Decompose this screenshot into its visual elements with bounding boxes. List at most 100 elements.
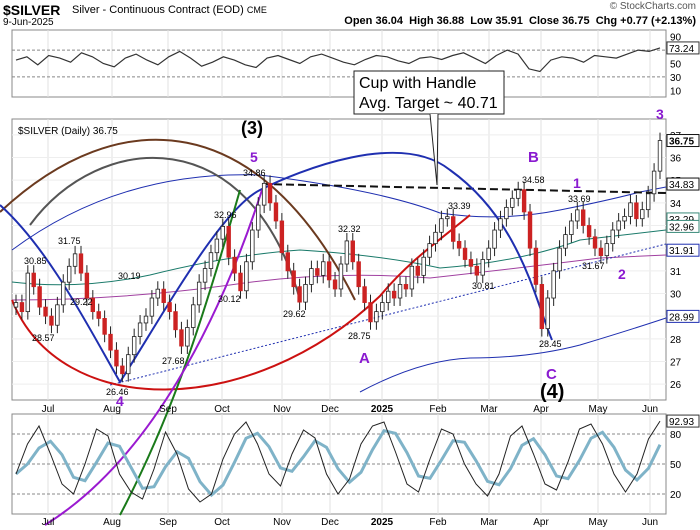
wave-label: 4 xyxy=(116,393,124,409)
wave-label: 3 xyxy=(656,106,664,122)
candle-body xyxy=(575,209,580,222)
wave-label: (4) xyxy=(540,381,564,403)
wave-label: 1 xyxy=(573,175,581,191)
y-tick-label: 34 xyxy=(670,199,682,210)
candle-body xyxy=(126,354,131,375)
cup-with-handle-callout: Cup with Handle Avg. Target ~ 40.71 xyxy=(353,70,505,186)
stoch-tick-label: 20 xyxy=(670,490,682,501)
wave-label: 2 xyxy=(618,266,626,282)
x-tick-label: Mar xyxy=(480,404,498,415)
candle-body xyxy=(202,268,208,283)
candle-body xyxy=(285,252,290,272)
candle-body xyxy=(344,240,350,265)
y-tick-label: 30 xyxy=(670,289,682,300)
moving-average-short xyxy=(11,229,667,286)
x-tick-label: Apr xyxy=(533,404,549,415)
x-tick-label: Feb xyxy=(429,517,447,528)
candle-body xyxy=(403,284,409,290)
wave-label: B xyxy=(528,149,539,166)
wave-label: C xyxy=(546,366,557,383)
candle-body xyxy=(563,234,568,249)
value-tag xyxy=(666,309,700,323)
candle-body xyxy=(232,256,237,274)
wave-label: (3) xyxy=(241,118,263,138)
candle-body xyxy=(474,265,480,276)
candle-body xyxy=(468,259,474,267)
low-value: 35.91 xyxy=(495,15,523,27)
candle-body xyxy=(421,256,426,276)
candle-body xyxy=(592,236,598,249)
candle-body xyxy=(108,333,113,351)
candle-body xyxy=(391,290,397,299)
stochastic-series xyxy=(15,420,662,503)
candle-body xyxy=(397,284,403,299)
candle-body xyxy=(214,238,220,254)
price-panel-label: $SILVER (Daily) 36.75 xyxy=(18,126,118,137)
x-tick-label: Jun xyxy=(642,517,658,528)
candle-body xyxy=(516,189,521,199)
axes: JulJulAugAugSepSepOctOctNovNovDecDec2025… xyxy=(42,33,700,528)
candle-body xyxy=(43,306,48,317)
price-annotation: 31.75 xyxy=(58,236,81,246)
candle-body xyxy=(433,231,438,245)
candle-body xyxy=(309,268,314,285)
close-value: 36.75 xyxy=(562,15,590,27)
x-tick-label: Aug xyxy=(103,404,121,415)
x-tick-label: Sep xyxy=(159,517,177,528)
candle-body xyxy=(580,209,586,226)
price-annotation: 32.32 xyxy=(338,224,361,234)
gray-arc xyxy=(29,157,301,301)
candle-body xyxy=(297,286,302,303)
candle-body xyxy=(238,272,243,292)
candle-body xyxy=(72,253,78,267)
value-tag-label: 34.83 xyxy=(669,180,694,191)
candle-body xyxy=(31,272,36,288)
x-tick-label: Feb xyxy=(429,404,447,415)
candle-body xyxy=(78,253,84,274)
candle-body xyxy=(521,189,527,213)
candle-body xyxy=(66,265,72,283)
callout-line2: Avg. Target ~ 40.71 xyxy=(359,95,498,112)
rsi-series xyxy=(15,47,661,73)
rsi-tick-label: 90 xyxy=(670,33,682,44)
value-tag-label: 28.99 xyxy=(669,312,694,323)
price-annotation: 30.81 xyxy=(472,281,495,291)
candle-body xyxy=(569,220,574,235)
grid-lines xyxy=(12,30,666,514)
candle-body xyxy=(640,209,645,220)
candle-body xyxy=(527,211,533,249)
candle-body xyxy=(84,272,90,299)
candle-body xyxy=(368,302,373,323)
candle-body xyxy=(226,226,231,258)
candle-body xyxy=(604,243,610,257)
high-value: 36.88 xyxy=(436,15,465,27)
x-tick-label: Aug xyxy=(103,517,121,528)
candle-body xyxy=(321,261,326,276)
candle-body xyxy=(326,261,332,281)
candle-body xyxy=(492,229,497,249)
candle-body xyxy=(332,279,338,290)
rsi-tick-label: 30 xyxy=(670,73,682,84)
change-label: Chg xyxy=(595,15,618,27)
candle-body xyxy=(49,315,54,326)
candle-body xyxy=(267,182,273,204)
candle-body xyxy=(261,182,267,206)
annotations: 30.85 31.75 28.57 29.22 26.46 30.19 27.68 32.96… xyxy=(24,106,664,409)
candle-body xyxy=(539,284,545,330)
candle-body xyxy=(657,140,663,172)
price-annotation: 31.67 xyxy=(582,261,605,271)
candle-body xyxy=(61,281,66,306)
candle-body xyxy=(498,218,503,231)
x-tick-label: Oct xyxy=(214,517,230,528)
x-tick-label: May xyxy=(589,404,608,415)
candle-body xyxy=(462,247,468,260)
stoch-signal-line xyxy=(15,428,662,498)
watermark: © StockCharts.com xyxy=(609,1,696,12)
candle-body xyxy=(143,315,149,324)
price-panel xyxy=(11,118,667,401)
candle-body xyxy=(628,202,633,217)
x-tick-label: Jun xyxy=(642,404,658,415)
candle-body xyxy=(55,304,60,326)
price-annotation: 30.19 xyxy=(118,271,141,281)
